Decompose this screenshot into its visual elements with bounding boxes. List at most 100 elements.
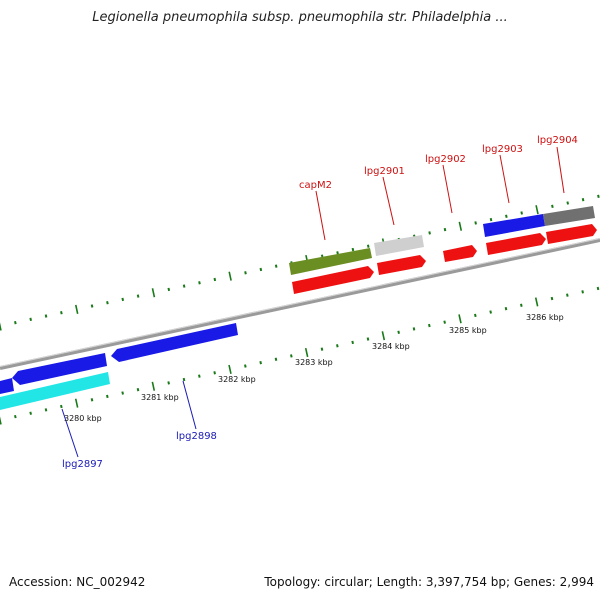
- minor-tick: [136, 294, 140, 298]
- minor-tick: [182, 377, 186, 382]
- major-tick: [0, 322, 2, 331]
- gene-dark-lpg2904[interactable]: [543, 206, 595, 226]
- major-tick: [74, 398, 79, 408]
- gene-reverse-3[interactable]: [443, 245, 477, 262]
- minor-tick: [274, 357, 278, 361]
- ruler-label: 3285 kbp: [449, 326, 487, 335]
- minor-tick: [474, 221, 477, 225]
- gene-forward-lpg2897[interactable]: [12, 353, 107, 385]
- gene-labels: capM2 lpg2901 lpg2902 lpg2903 lpg2904 lp…: [62, 135, 578, 470]
- ruler-label: 3282 kbp: [218, 375, 256, 384]
- minor-tick: [290, 354, 293, 358]
- minor-tick: [167, 381, 170, 385]
- minor-tick: [443, 227, 447, 232]
- ruler-label: 3283 kbp: [295, 358, 333, 367]
- major-tick: [535, 205, 539, 215]
- minor-tick: [504, 307, 508, 311]
- gene-label-lpg2902[interactable]: lpg2902: [425, 154, 466, 165]
- minor-tick: [336, 251, 339, 255]
- minor-tick: [60, 311, 63, 315]
- minor-tick: [244, 271, 247, 275]
- organism-title: Legionella pneumophila subsp. pneumophil…: [92, 10, 508, 25]
- major-tick: [74, 304, 79, 314]
- major-tick: [228, 271, 232, 281]
- minor-tick: [121, 391, 124, 395]
- gene-forward-lpg2898[interactable]: [111, 323, 238, 362]
- minor-tick: [136, 387, 140, 392]
- minor-tick: [596, 286, 600, 291]
- minor-tick: [597, 194, 600, 199]
- gene-pseudo-lpg2901[interactable]: [374, 235, 424, 256]
- major-tick: [304, 347, 309, 358]
- minor-tick: [29, 317, 32, 322]
- label-connectors: [61, 146, 565, 458]
- minor-tick: [520, 303, 523, 307]
- minor-tick: [106, 301, 109, 305]
- gene-reverse-5[interactable]: [546, 224, 597, 244]
- major-tick: [381, 331, 386, 341]
- major-tick: [151, 288, 156, 298]
- gene-reverse-2[interactable]: [377, 255, 426, 275]
- minor-tick: [60, 404, 63, 409]
- backbone-highlight: [0, 238, 600, 367]
- minor-tick: [428, 323, 431, 328]
- minor-tick: [581, 290, 584, 294]
- ruler-label: 3284 kbp: [372, 342, 410, 351]
- gene-label-capM2[interactable]: capM2: [299, 180, 332, 191]
- minor-tick: [505, 214, 508, 218]
- minor-tick: [336, 344, 339, 348]
- ruler-label: 3280 kbp: [64, 414, 102, 423]
- minor-tick: [259, 267, 263, 272]
- minor-tick: [566, 293, 569, 297]
- minor-tick: [551, 204, 554, 208]
- minor-tick: [14, 414, 17, 419]
- minor-tick: [320, 347, 324, 351]
- ruler-labels: 3280 kbp 3281 kbp 3282 kbp 3283 kbp 3284…: [64, 313, 564, 423]
- minor-tick: [121, 297, 125, 302]
- inner-tick-track: [0, 286, 600, 425]
- lower-genes: [0, 323, 238, 410]
- minor-tick: [213, 371, 216, 375]
- gene-label-lpg2898[interactable]: lpg2898: [176, 431, 217, 442]
- gene-forward-left[interactable]: [0, 378, 14, 394]
- minor-tick: [90, 304, 94, 308]
- minor-tick: [520, 211, 523, 215]
- gene-forward-lpg2903[interactable]: [483, 214, 545, 237]
- gene-reverse-1[interactable]: [292, 266, 374, 294]
- gene-reverse-4[interactable]: [486, 233, 546, 255]
- minor-tick: [167, 287, 171, 292]
- minor-tick: [182, 284, 186, 288]
- forward-genes: [289, 206, 595, 275]
- minor-tick: [244, 364, 247, 368]
- minor-tick: [550, 296, 554, 301]
- major-tick: [151, 381, 156, 391]
- minor-tick: [443, 320, 446, 324]
- ruler-label: 3286 kbp: [526, 313, 564, 322]
- ruler-label: 3281 kbp: [141, 393, 179, 402]
- minor-tick: [489, 217, 493, 222]
- minor-tick: [366, 337, 370, 341]
- gene-label-lpg2904[interactable]: lpg2904: [537, 135, 578, 146]
- minor-tick: [29, 411, 32, 415]
- accession-text: Accession: NC_002942: [9, 575, 146, 589]
- minor-tick: [412, 327, 416, 331]
- minor-tick: [44, 314, 48, 318]
- major-tick: [0, 416, 2, 425]
- minor-tick: [274, 264, 278, 268]
- genome-summary-text: Topology: circular; Length: 3,397,754 bp…: [264, 575, 594, 589]
- minor-tick: [106, 394, 109, 399]
- gene-rna-capM2[interactable]: [289, 248, 372, 275]
- gene-label-lpg2897[interactable]: lpg2897: [62, 459, 103, 470]
- minor-tick: [397, 330, 400, 334]
- minor-tick: [581, 197, 585, 202]
- minor-tick: [474, 313, 477, 318]
- minor-tick: [366, 244, 370, 248]
- minor-tick: [90, 398, 94, 402]
- gene-highlight-lpg2897[interactable]: [0, 372, 110, 410]
- gene-label-lpg2903[interactable]: lpg2903: [482, 144, 523, 155]
- major-tick: [228, 364, 232, 374]
- minor-tick: [351, 340, 354, 345]
- backbone-line: [0, 238, 600, 370]
- gene-label-lpg2901[interactable]: lpg2901: [364, 166, 405, 177]
